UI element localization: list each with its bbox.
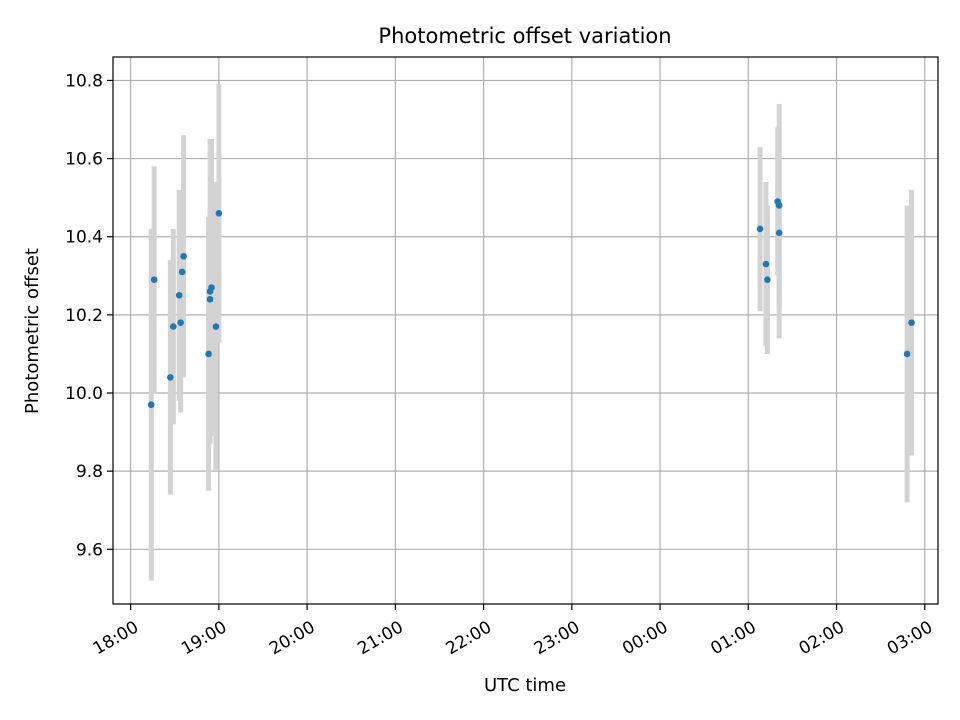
y-tick-label: 10.8: [65, 71, 103, 91]
y-tick-label: 10.2: [65, 306, 103, 326]
plot-frame: [112, 56, 939, 605]
data-point: [215, 209, 223, 217]
data-point: [212, 323, 220, 330]
y-tick-label: 10.6: [65, 150, 103, 170]
data-point: [775, 229, 783, 237]
x-tick-label: 01:00: [707, 617, 759, 659]
data-point: [205, 350, 212, 358]
y-tick-label: 9.6: [76, 540, 103, 560]
chart-title: Photometric offset variation: [378, 24, 671, 48]
data-point: [147, 401, 155, 409]
data-point: [764, 276, 771, 284]
x-tick-label: 21:00: [354, 617, 406, 659]
point-layer: [147, 198, 915, 409]
data-point: [169, 323, 177, 330]
x-tick-label: 18:00: [90, 617, 142, 659]
data-point: [756, 225, 764, 233]
x-tick-label: 00:00: [619, 617, 671, 659]
data-point: [908, 319, 915, 326]
data-point: [903, 350, 911, 358]
data-point: [177, 319, 184, 326]
y-tick-label: 10.0: [65, 384, 103, 404]
data-point: [762, 260, 770, 268]
grid-layer: [113, 57, 938, 604]
data-point: [775, 202, 783, 209]
data-point: [180, 252, 187, 260]
x-tick-label: 22:00: [443, 617, 495, 659]
x-tick-label: 02:00: [796, 617, 848, 659]
y-tick-layer: 9.6 9.8 10.0 10.2 10.4 10.6 10.8: [65, 71, 113, 560]
y-tick-label: 10.4: [65, 228, 103, 248]
x-tick-label: 20:00: [266, 617, 318, 659]
data-point: [175, 292, 183, 299]
data-point: [206, 295, 214, 303]
x-tick-label: 23:00: [531, 617, 583, 659]
data-point: [167, 374, 174, 381]
x-tick-layer: 18:00 19:00 20:00 21:00 22:00 23:00 00:00 01:00…: [90, 604, 936, 659]
y-tick-label: 9.8: [76, 462, 103, 482]
data-point: [208, 284, 215, 291]
data-point: [150, 276, 158, 284]
y-axis-label: Photometric offset: [22, 248, 43, 414]
x-tick-label: 19:00: [178, 617, 230, 659]
x-tick-label: 03:00: [884, 617, 936, 659]
x-axis-label: UTC time: [484, 675, 566, 696]
data-point: [178, 268, 186, 276]
